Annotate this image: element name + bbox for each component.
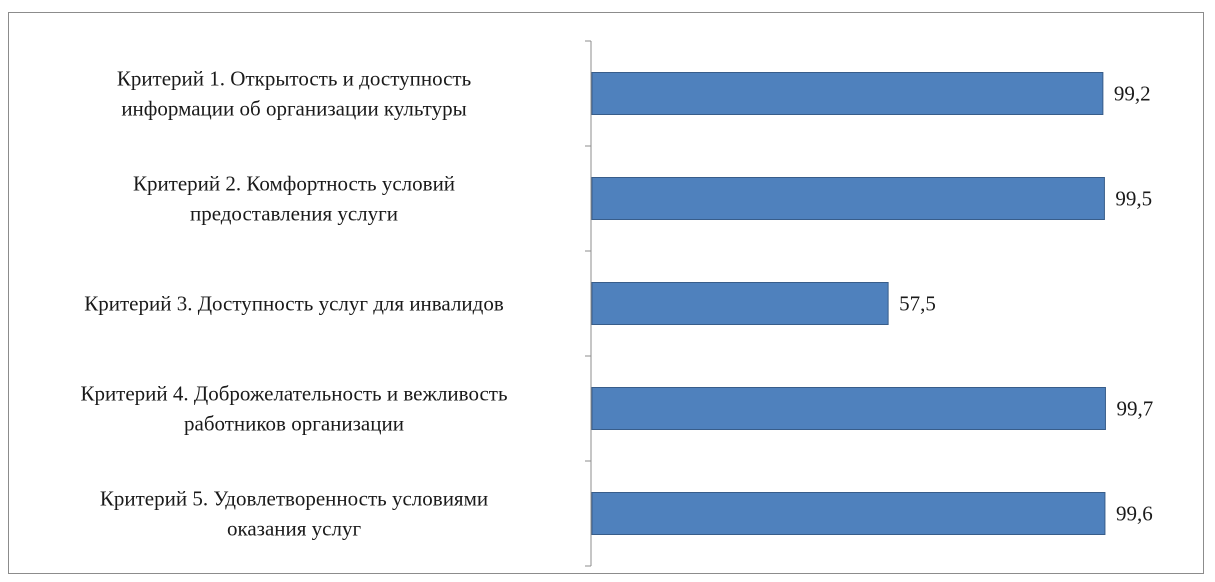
value-label-5: 99,6 — [1116, 502, 1153, 526]
category-labels-group: Критерий 1. Открытость и доступность инфо… — [80, 67, 507, 541]
value-label-2: 99,5 — [1115, 187, 1152, 211]
category-label-line: предоставления услуги — [190, 202, 398, 226]
value-label-3: 57,5 — [899, 292, 936, 316]
bar-chart: Критерий 1. Открытость и доступность инфо… — [80, 40, 1153, 567]
category-label-line: Критерий 2. Комфортность условий — [133, 172, 455, 196]
category-label-4: Критерий 4. Доброжелательность и вежливо… — [80, 382, 507, 436]
y-axis-ticks — [585, 40, 591, 567]
category-label-2: Критерий 2. Комфортность условий предоста… — [133, 172, 455, 226]
category-label-line: работников организации — [184, 412, 404, 436]
category-label-3: Критерий 3. Доступность услуг для инвали… — [84, 292, 504, 316]
bar-3 — [591, 282, 889, 325]
value-labels-group: 99,2 99,5 57,5 99,7 99,6 — [899, 82, 1153, 526]
category-label-line: оказания услуг — [227, 517, 362, 541]
category-label-line: Критерий 1. Открытость и доступность — [117, 67, 471, 91]
category-label-1: Критерий 1. Открытость и доступность инфо… — [117, 67, 471, 121]
bar-2 — [591, 177, 1105, 220]
bar-4 — [591, 387, 1106, 430]
category-label-line: Критерий 5. Удовлетворенность условиями — [100, 487, 488, 511]
bars-group — [591, 72, 1106, 535]
category-label-line: Критерий 3. Доступность услуг для инвали… — [84, 292, 504, 316]
category-label-5: Критерий 5. Удовлетворенность условиями о… — [100, 487, 488, 541]
category-label-line: Критерий 4. Доброжелательность и вежливо… — [80, 382, 507, 406]
category-label-line: информации об организации культуры — [121, 97, 466, 121]
value-label-4: 99,7 — [1116, 397, 1153, 421]
bar-5 — [591, 492, 1106, 535]
bar-1 — [591, 72, 1104, 115]
chart-frame: Критерий 1. Открытость и доступность инфо… — [8, 12, 1204, 574]
value-label-1: 99,2 — [1114, 82, 1151, 106]
